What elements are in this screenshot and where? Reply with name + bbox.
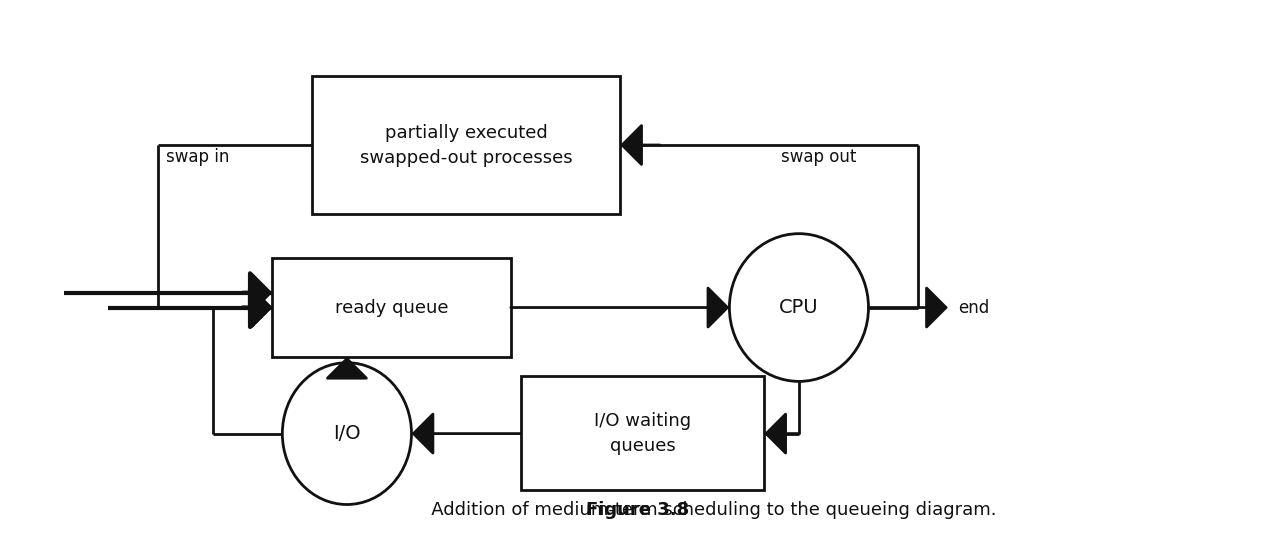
Text: CPU: CPU [779, 298, 819, 317]
Text: I/O: I/O [333, 424, 360, 443]
Text: ready queue: ready queue [335, 299, 448, 316]
Bar [272, 258, 511, 357]
Text: partially executed
swapped-out processes: partially executed swapped-out processes [360, 123, 572, 166]
Ellipse shape [282, 363, 411, 504]
Text: swap in: swap in [166, 148, 230, 166]
Text: end: end [958, 299, 990, 316]
Text: Figure 3.8: Figure 3.8 [586, 501, 690, 519]
Bar [312, 76, 621, 214]
Ellipse shape [729, 234, 868, 382]
Bar [521, 377, 764, 490]
Text: Addition of medium-term scheduling to the queueing diagram.: Addition of medium-term scheduling to th… [414, 501, 997, 519]
Text: I/O waiting
queues: I/O waiting queues [594, 411, 691, 455]
Text: swap out: swap out [782, 148, 857, 166]
